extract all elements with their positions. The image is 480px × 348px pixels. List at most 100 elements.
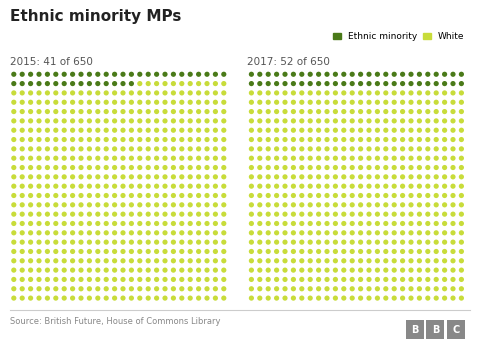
Point <box>35 295 43 301</box>
Point <box>348 81 356 86</box>
Point <box>273 137 280 142</box>
Point <box>390 230 398 236</box>
Point <box>35 146 43 152</box>
Point <box>10 71 18 77</box>
Point <box>248 127 255 133</box>
Point <box>77 230 85 236</box>
Point <box>348 156 356 161</box>
Point <box>289 100 297 105</box>
Point <box>457 146 465 152</box>
Point <box>399 249 407 254</box>
Point <box>52 258 60 263</box>
Point <box>60 249 68 254</box>
Text: B: B <box>411 325 419 335</box>
Point <box>94 137 102 142</box>
Point <box>348 90 356 96</box>
Point <box>365 118 373 124</box>
Point <box>203 202 211 208</box>
Point <box>399 230 407 236</box>
Point <box>407 165 415 170</box>
Point <box>212 71 219 77</box>
Point <box>102 174 110 180</box>
Point <box>94 81 102 86</box>
Point <box>340 286 348 292</box>
Point <box>119 165 127 170</box>
Point <box>457 100 465 105</box>
Point <box>186 71 194 77</box>
Point <box>153 267 160 273</box>
Point <box>264 286 272 292</box>
Point <box>220 146 228 152</box>
Point <box>407 221 415 226</box>
Point <box>323 230 331 236</box>
Point <box>264 193 272 198</box>
Point <box>399 109 407 114</box>
Point <box>195 118 203 124</box>
Point <box>407 90 415 96</box>
Point <box>289 230 297 236</box>
Point <box>161 286 169 292</box>
Point <box>52 137 60 142</box>
Point <box>111 239 119 245</box>
Point <box>449 165 457 170</box>
Point <box>373 258 381 263</box>
Point <box>128 286 135 292</box>
Point <box>44 249 51 254</box>
Point <box>457 249 465 254</box>
Point <box>424 295 432 301</box>
Point <box>332 118 339 124</box>
Point <box>186 202 194 208</box>
Point <box>94 118 102 124</box>
Point <box>449 230 457 236</box>
Point <box>128 156 135 161</box>
Point <box>220 258 228 263</box>
Point <box>178 239 186 245</box>
Point <box>449 174 457 180</box>
Point <box>340 146 348 152</box>
Point <box>195 267 203 273</box>
Point <box>69 127 76 133</box>
Point <box>441 286 448 292</box>
Point <box>44 221 51 226</box>
Point <box>357 221 364 226</box>
Point <box>85 230 93 236</box>
Point <box>136 71 144 77</box>
Point <box>340 109 348 114</box>
Point <box>195 165 203 170</box>
Point <box>457 174 465 180</box>
Point <box>18 230 26 236</box>
Point <box>220 277 228 282</box>
Point <box>94 109 102 114</box>
Point <box>35 239 43 245</box>
Text: C: C <box>452 325 460 335</box>
Point <box>399 211 407 217</box>
Point <box>382 230 390 236</box>
Point <box>373 295 381 301</box>
Point <box>144 90 152 96</box>
Point <box>212 174 219 180</box>
Point <box>441 127 448 133</box>
Point <box>77 174 85 180</box>
Point <box>289 295 297 301</box>
Point <box>315 277 323 282</box>
Point <box>35 127 43 133</box>
Point <box>273 146 280 152</box>
Point <box>85 239 93 245</box>
Point <box>323 202 331 208</box>
Point <box>136 211 144 217</box>
Point <box>161 71 169 77</box>
Point <box>77 71 85 77</box>
Point <box>298 286 306 292</box>
Point <box>102 137 110 142</box>
Point <box>373 174 381 180</box>
Point <box>306 127 314 133</box>
Point <box>365 286 373 292</box>
Point <box>85 193 93 198</box>
Point <box>399 286 407 292</box>
Point <box>144 137 152 142</box>
Point <box>441 146 448 152</box>
Point <box>69 286 76 292</box>
Point <box>111 118 119 124</box>
Point <box>128 118 135 124</box>
Point <box>273 165 280 170</box>
